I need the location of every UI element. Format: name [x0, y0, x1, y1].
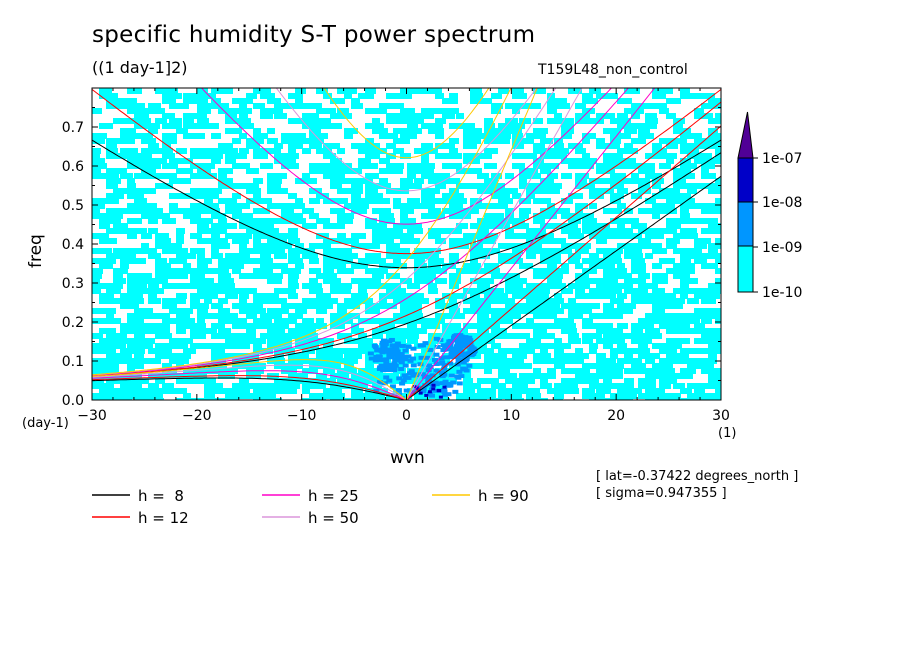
y-tick-label: 0.4	[62, 237, 84, 253]
colorbar-label: 1e-10	[762, 285, 802, 301]
curve-h12	[92, 375, 407, 400]
curve-h12	[406, 125, 721, 400]
y-tick-label: 0.0	[62, 393, 84, 409]
x-tick-label: −30	[77, 408, 107, 424]
run-label: T159L48_non_control	[538, 62, 688, 78]
x-axis-label: wvn	[390, 448, 425, 468]
x-tick-label: −20	[182, 408, 212, 424]
colorbar-label: 1e-09	[762, 240, 802, 256]
curve-h90	[323, 88, 490, 159]
curve-h8	[406, 175, 721, 400]
legend-label: h = 90	[478, 487, 529, 505]
colorbar-arrow	[737, 111, 754, 159]
curve-h50	[92, 88, 557, 376]
y-axis-unit: (day-1)	[22, 416, 69, 431]
dispersion-curves	[92, 88, 721, 400]
curve-h50	[406, 88, 583, 400]
y-tick-label: 0.3	[62, 276, 84, 292]
y-tick-label: 0.6	[62, 159, 84, 175]
curve-h50	[275, 88, 538, 192]
x-tick-label: 0	[402, 408, 411, 424]
y-tick-label: 0.2	[62, 315, 84, 331]
curve-h50	[92, 364, 407, 400]
power-field	[92, 88, 721, 400]
curve-h12	[92, 101, 721, 377]
curve-h12	[92, 89, 721, 255]
y-tick-label: 0.5	[62, 198, 84, 214]
colorbar-segment	[737, 157, 754, 203]
curve-h90	[92, 88, 512, 376]
curve-h25	[92, 88, 629, 376]
y-axis: 0.0 0.1 0.2 0.3 0.4 0.5 0.6 0.7	[62, 107, 721, 409]
curve-h90	[406, 88, 538, 400]
curve-h8	[92, 377, 407, 400]
x-axis: −30 −20 −10 0 10 20 30	[77, 88, 730, 424]
x-tick-label: −10	[287, 408, 317, 424]
curve-h90	[92, 359, 407, 400]
x-tick-label: 10	[502, 408, 520, 424]
legend-label: h = 8	[138, 487, 184, 505]
colorbar-label: 1e-08	[762, 195, 802, 211]
curve-h25	[406, 88, 656, 400]
colorbar-segment	[737, 245, 754, 293]
legend: h = 8 h = 12 h = 25 h = 50 h = 90	[92, 487, 529, 527]
legend-label: h = 25	[308, 487, 359, 505]
colorbar-segment	[737, 201, 754, 247]
colorbar-label: 1e-07	[762, 151, 802, 167]
x-tick-label: 30	[712, 408, 730, 424]
curve-h8	[92, 139, 721, 269]
legend-label: h = 50	[308, 509, 359, 527]
y-tick-label: 0.1	[62, 354, 84, 370]
curve-h25	[200, 88, 613, 225]
x-axis-unit: (1)	[718, 426, 737, 441]
lat-annotation: [ lat=-0.37422 degrees_north ]	[596, 469, 799, 484]
y-tick-label: 0.7	[62, 120, 84, 136]
curve-h25	[92, 370, 407, 400]
chart-subtitle: ((1 day-1]2)	[92, 58, 188, 77]
legend-label: h = 12	[138, 509, 189, 527]
colorbar: 1e-10 1e-09 1e-08 1e-07	[737, 111, 802, 301]
chart-title: specific humidity S-T power spectrum	[92, 22, 536, 48]
sigma-annotation: [ sigma=0.947355 ]	[596, 486, 727, 501]
x-tick-label: 20	[607, 408, 625, 424]
